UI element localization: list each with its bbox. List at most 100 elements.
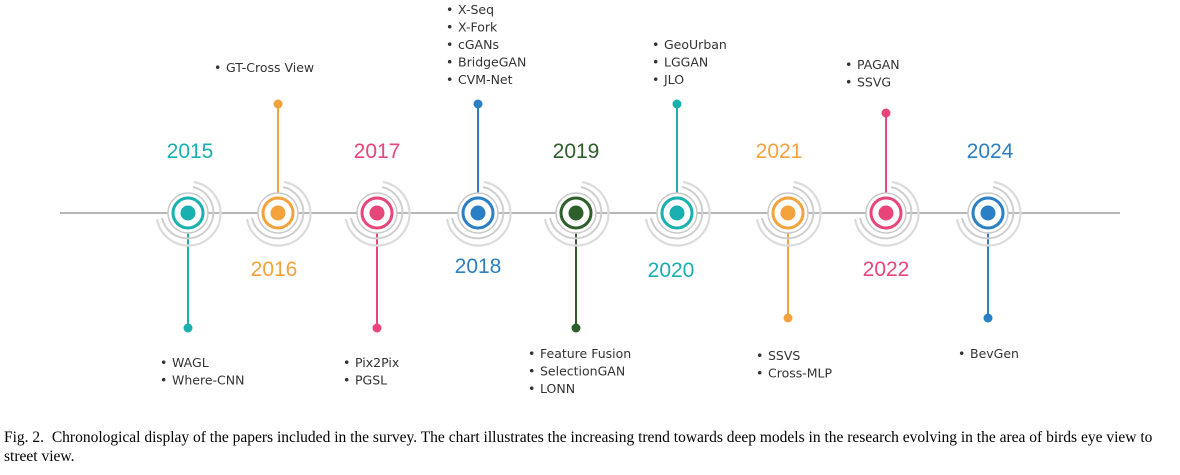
outer-ring-arc bbox=[755, 180, 822, 247]
timeline-node-2022: 2022 • PAGAN • SSVG bbox=[845, 57, 920, 281]
node-core bbox=[669, 205, 685, 221]
node-core bbox=[980, 205, 996, 221]
paper-item: Feature Fusion bbox=[540, 346, 631, 361]
bullet: • bbox=[446, 20, 453, 35]
paper-item: X-Fork bbox=[458, 20, 498, 35]
node-core bbox=[180, 205, 196, 221]
outer-ring-arc bbox=[445, 180, 512, 247]
paper-item: LONN bbox=[540, 381, 575, 396]
year-label: 2017 bbox=[354, 140, 401, 163]
middle-ring-arc bbox=[161, 186, 215, 240]
outer-ring-arc bbox=[543, 180, 610, 247]
bullet: • bbox=[652, 37, 659, 52]
paper-item: LGGAN bbox=[664, 55, 708, 70]
bullet: • bbox=[845, 75, 852, 90]
bullet: • bbox=[958, 346, 965, 361]
paper-item: PAGAN bbox=[857, 57, 900, 72]
bullet: • bbox=[652, 55, 659, 70]
paper-item: BevGen bbox=[970, 346, 1019, 361]
bullet: • bbox=[160, 373, 167, 388]
timeline-node-2021: 2021 • SSVS • Cross-MLP bbox=[756, 140, 833, 381]
middle-ring-arc bbox=[761, 186, 815, 240]
year-label: 2015 bbox=[167, 140, 214, 163]
middle-ring-arc bbox=[650, 186, 704, 240]
bullet: • bbox=[756, 348, 763, 363]
bullet: • bbox=[214, 60, 221, 75]
timeline-node-2015: 2015 • WAGL • Where-CNN bbox=[155, 140, 244, 388]
year-label: 2019 bbox=[553, 140, 600, 163]
bullet: • bbox=[343, 355, 350, 370]
paper-item: CVM-Net bbox=[458, 72, 513, 87]
stem-end-dot bbox=[783, 313, 793, 323]
bullet: • bbox=[446, 55, 453, 70]
timeline-node-2019: 2019 • Feature Fusion • SelectionGAN • LONN bbox=[528, 140, 631, 396]
bullet: • bbox=[446, 37, 453, 52]
bullet: • bbox=[528, 381, 535, 396]
middle-ring-arc bbox=[251, 186, 305, 240]
bullet: • bbox=[528, 346, 535, 361]
paper-item: JLO bbox=[663, 72, 684, 87]
middle-ring-arc bbox=[859, 186, 913, 240]
node-core bbox=[780, 205, 796, 221]
stem-end-dot bbox=[473, 99, 483, 109]
node-core bbox=[878, 205, 894, 221]
outer-ring-arc bbox=[344, 180, 411, 247]
stem-end-dot bbox=[571, 323, 581, 333]
bullet: • bbox=[756, 366, 763, 381]
outer-ring-arc bbox=[245, 180, 312, 247]
middle-ring-arc bbox=[451, 186, 505, 240]
stem-end-dot bbox=[983, 313, 993, 323]
bullet: • bbox=[652, 72, 659, 87]
paper-item: GeoUrban bbox=[664, 37, 727, 52]
bullet: • bbox=[343, 373, 350, 388]
paper-item: WAGL bbox=[172, 355, 209, 370]
outer-ring-arc bbox=[644, 180, 711, 247]
paper-item: X-Seq bbox=[458, 2, 494, 17]
stem-end-dot bbox=[183, 323, 193, 333]
outer-ring-arc bbox=[155, 180, 222, 247]
timeline-node-2018: 2018 • X-Seq • X-Fork • cGANs • BridgeGAN • CVM-Ne… bbox=[445, 2, 526, 278]
paper-item: BridgeGAN bbox=[458, 55, 526, 70]
node-core bbox=[470, 205, 486, 221]
paper-item: SelectionGAN bbox=[540, 364, 625, 379]
paper-item: SSVS bbox=[768, 348, 800, 363]
figure-caption: Fig. 2. Chronological display of the pap… bbox=[4, 428, 1176, 466]
year-label: 2021 bbox=[756, 140, 803, 163]
node-core bbox=[270, 205, 286, 221]
caption-label: Fig. 2. bbox=[4, 429, 45, 446]
paper-item: GT-Cross View bbox=[226, 60, 314, 75]
middle-ring-arc bbox=[549, 186, 603, 240]
paper-item: SSVG bbox=[857, 75, 891, 90]
paper-item: Cross-MLP bbox=[768, 366, 833, 381]
outer-ring-arc bbox=[853, 180, 920, 247]
bullet: • bbox=[160, 355, 167, 370]
timeline-node-2020: 2020 • GeoUrban • LGGAN • JLO bbox=[644, 37, 727, 282]
year-label: 2024 bbox=[967, 140, 1014, 163]
bullet: • bbox=[446, 72, 453, 87]
paper-item: Where-CNN bbox=[172, 373, 244, 388]
stem-end-dot bbox=[273, 99, 283, 109]
paper-item: Pix2Pix bbox=[355, 355, 399, 370]
timeline-node-2024: 2024 • BevGen bbox=[955, 140, 1022, 361]
paper-item: cGANs bbox=[458, 37, 499, 52]
bullet: • bbox=[528, 364, 535, 379]
timeline-node-2016: 2016 • GT-Cross View bbox=[214, 60, 314, 281]
middle-ring-arc bbox=[350, 186, 404, 240]
middle-ring-arc bbox=[961, 186, 1015, 240]
stem-end-dot bbox=[372, 323, 382, 333]
bullet: • bbox=[845, 57, 852, 72]
year-label: 2016 bbox=[251, 258, 298, 281]
caption-text: Chronological display of the papers incl… bbox=[4, 429, 1153, 465]
paper-item: PGSL bbox=[355, 373, 387, 388]
outer-ring-arc bbox=[955, 180, 1022, 247]
year-label: 2022 bbox=[863, 258, 910, 281]
stem-end-dot bbox=[672, 99, 682, 109]
node-core bbox=[568, 205, 584, 221]
year-label: 2020 bbox=[648, 259, 695, 282]
bullet: • bbox=[446, 2, 453, 17]
year-label: 2018 bbox=[455, 255, 502, 278]
stem-end-dot bbox=[881, 108, 891, 118]
timeline-node-2017: 2017 • Pix2Pix • PGSL bbox=[343, 140, 411, 388]
node-core bbox=[369, 205, 385, 221]
